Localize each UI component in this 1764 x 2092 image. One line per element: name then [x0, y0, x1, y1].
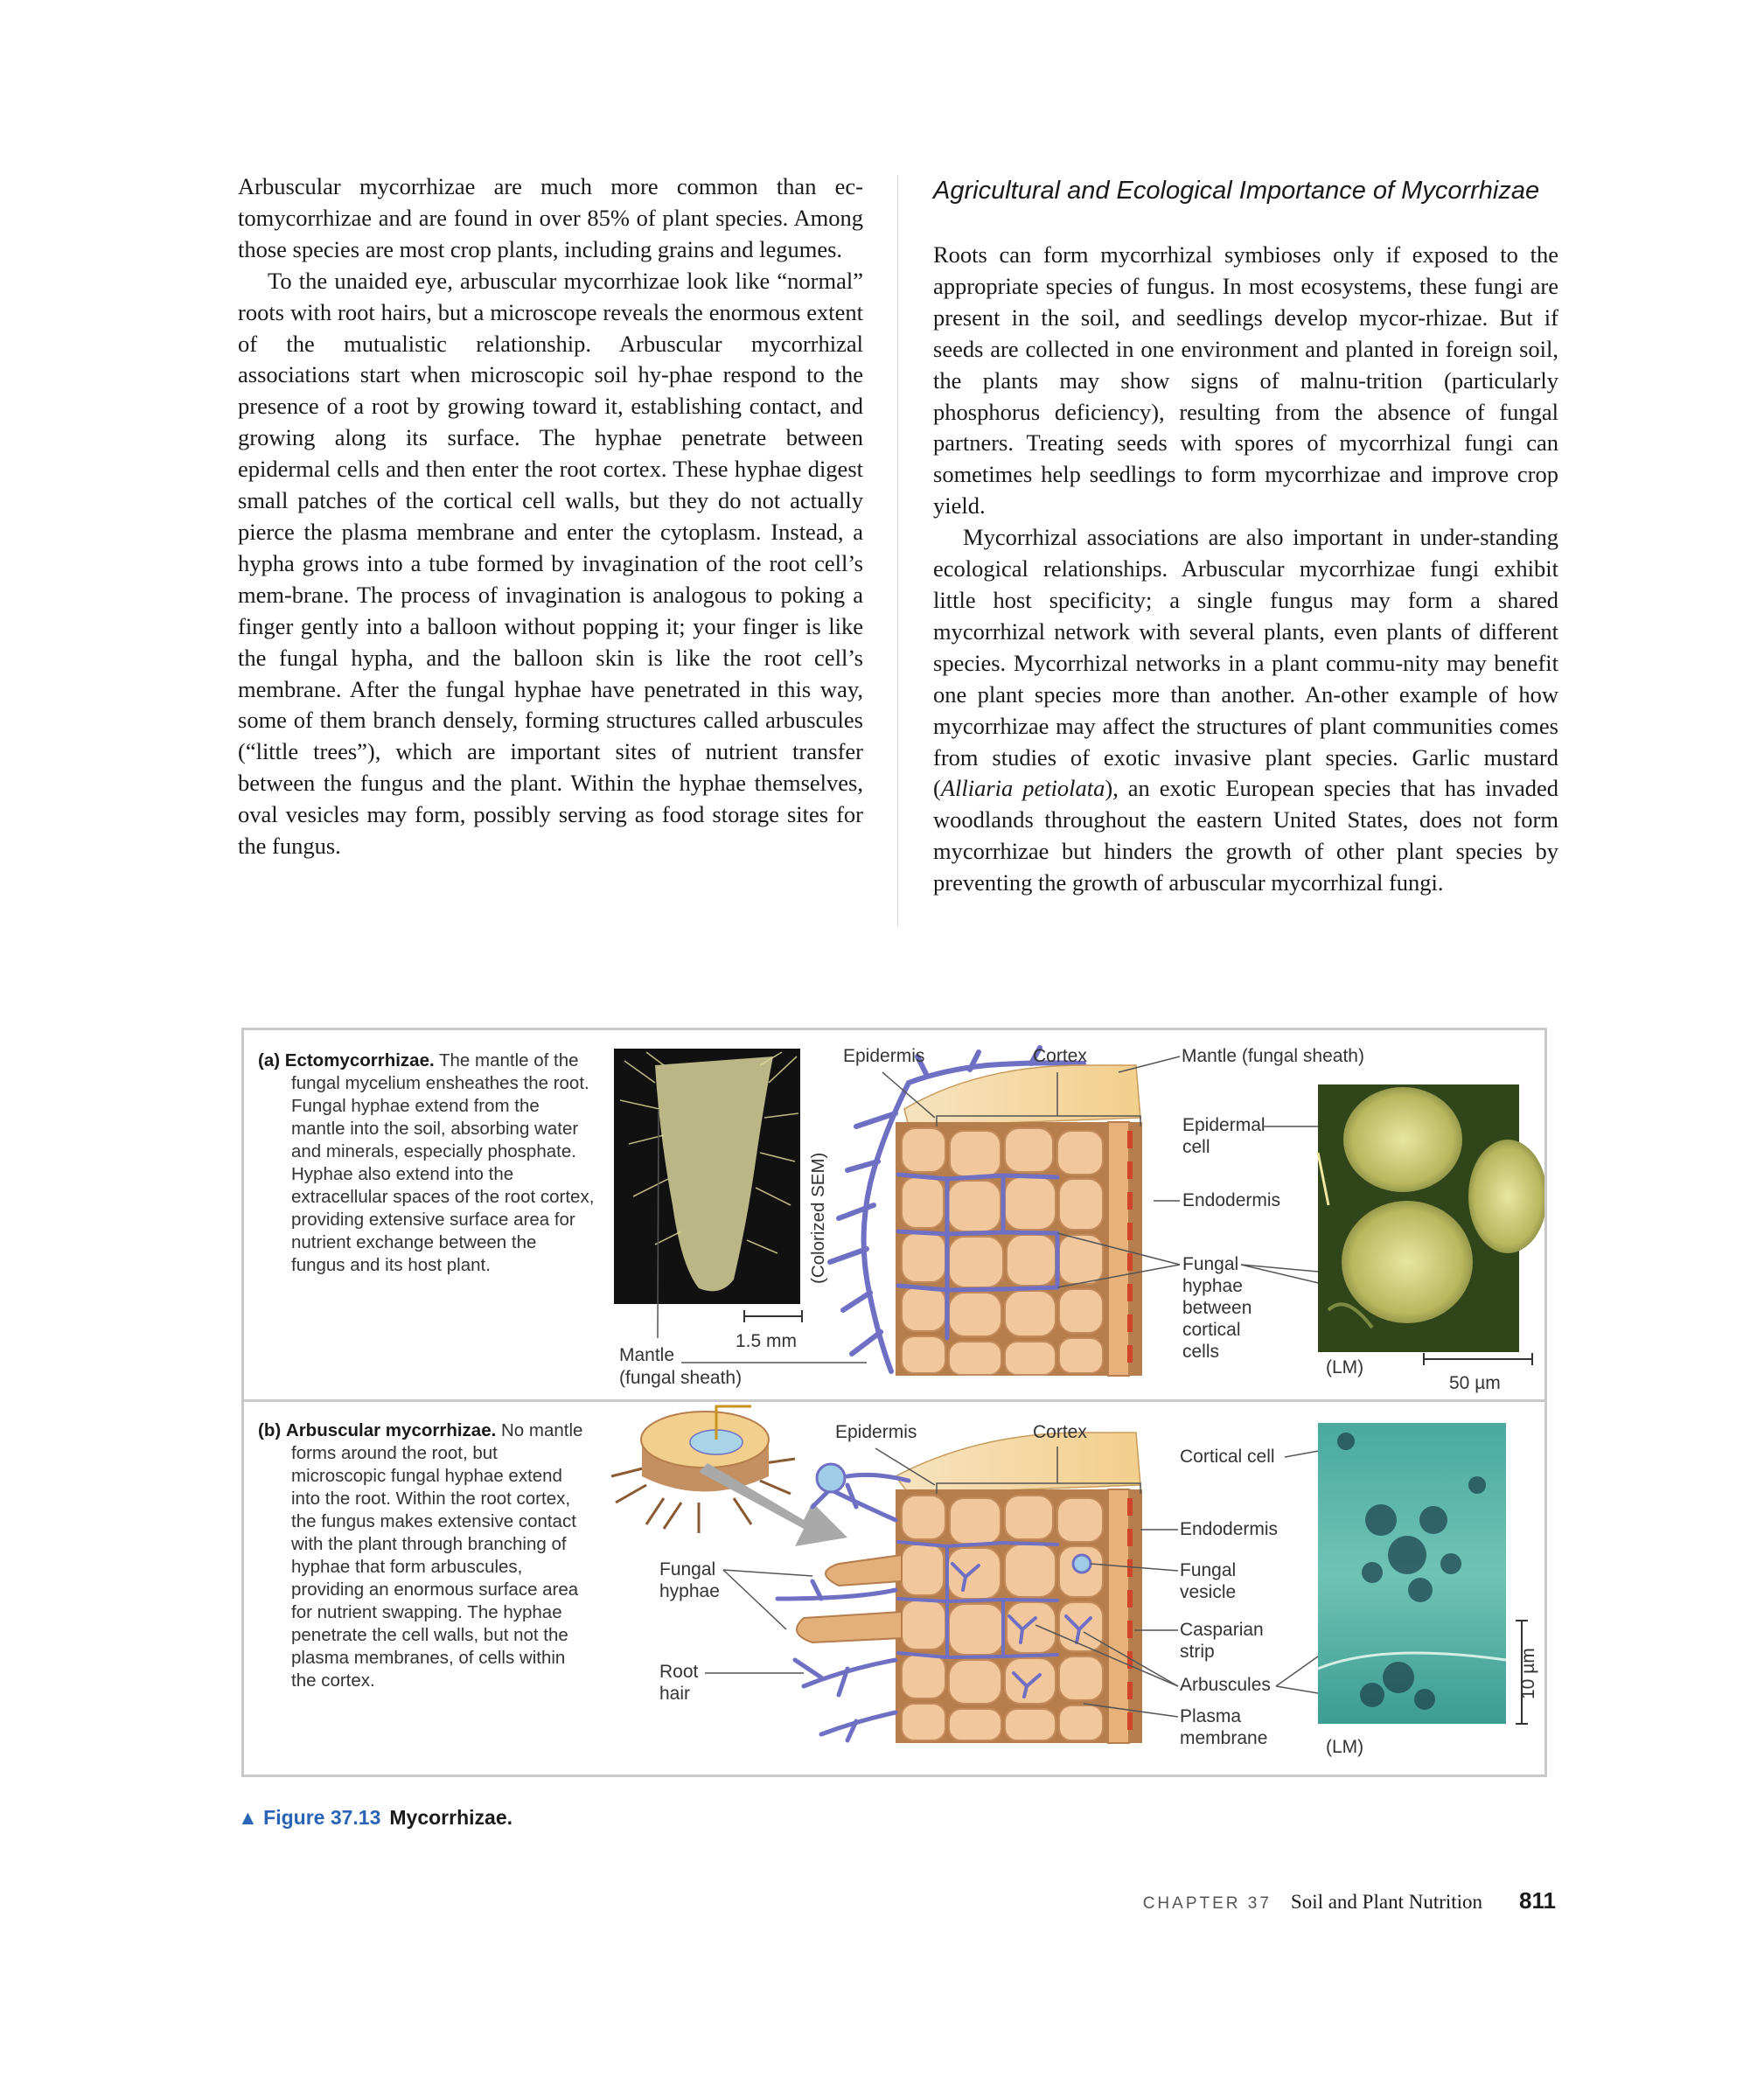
b-cortical-cell-label: Cortical cell	[1180, 1447, 1275, 1467]
a-epidermal-label-1: Epidermal	[1182, 1115, 1265, 1135]
b-vesicle-label-2: vesicle	[1180, 1582, 1236, 1602]
b-arbuscules-label: Arbuscules	[1180, 1675, 1271, 1695]
a-epidermal-label-2: cell	[1182, 1137, 1210, 1157]
panel-b-title: Arbuscular mycorrhizae.	[285, 1420, 497, 1440]
footer-title: Soil and Plant Nutrition	[1290, 1891, 1483, 1913]
a-hyphae-label-4: cortical	[1182, 1320, 1241, 1340]
arbuscular-root-diagram	[775, 1432, 1142, 1744]
panel-a-letter: (a)	[258, 1050, 281, 1070]
right-paragraph-1: Roots can form mycorrhizal symbioses onl…	[933, 241, 1558, 520]
b-lm-scale-label: 10 µm	[1518, 1648, 1538, 1699]
species-name: Alliaria petiolata	[940, 775, 1105, 802]
figure-number: ▲ Figure 37.13	[238, 1806, 381, 1829]
figure-title: Mycorrhizae.	[389, 1806, 512, 1829]
left-paragraph-1: Arbuscular mycorrhizae are much more com…	[238, 173, 863, 262]
ecto-light-micrograph	[1316, 1084, 1544, 1352]
b-lm-label: (LM)	[1326, 1737, 1363, 1757]
right-paragraph-2-part1: Mycorrhizal associations are also import…	[933, 524, 1558, 802]
b-vesicle-label-1: Fungal	[1180, 1560, 1236, 1580]
b-plasma-label-1: Plasma	[1180, 1706, 1241, 1726]
b-casparian-label-2: strip	[1180, 1642, 1215, 1662]
left-text-column: Arbuscular mycorrhizae are much more com…	[238, 171, 863, 862]
b-root-hair-label-2: hair	[659, 1684, 690, 1704]
b-fungal-hyphae-label-2: hyphae	[659, 1581, 720, 1601]
b-casparian-label-1: Casparian	[1180, 1620, 1264, 1640]
a-hyphae-label-5: cells	[1182, 1342, 1219, 1362]
panel-b-text: No mantle forms around the root, but mic…	[291, 1420, 583, 1691]
a-mantle-top-label: Mantle (fungal sheath)	[1182, 1046, 1364, 1066]
section-heading: Agricultural and Ecological Importance o…	[933, 177, 1540, 205]
page-footer: CHAPTER 37 Soil and Plant Nutrition 811	[1143, 1887, 1556, 1914]
right-text-column: Agricultural and Ecological Importance o…	[933, 171, 1558, 899]
b-cortex-label: Cortex	[1033, 1422, 1087, 1442]
b-root-hair-label-1: Root	[659, 1662, 699, 1682]
a-epidermis-label: Epidermis	[843, 1046, 924, 1066]
a-lm-scale-label: 50 µm	[1449, 1373, 1501, 1393]
b-epidermis-label: Epidermis	[835, 1422, 917, 1442]
figure-mycorrhizae: (a) Ectomycorrhizae. The mantle of the f…	[241, 1028, 1547, 1777]
figure-illustrations: (Colorized SEM) 1.5 mm Mantle (fungal sh…	[610, 1045, 1544, 1757]
mantle-label-1: Mantle	[619, 1345, 674, 1365]
sem-scale-label: 1.5 mm	[736, 1331, 797, 1351]
sem-micrograph	[614, 1049, 800, 1304]
figure-panel-divider	[244, 1399, 1544, 1402]
panel-b-caption: (b) Arbuscular mycorrhizae. No mantle fo…	[258, 1419, 595, 1692]
panel-a-text: The mantle of the fungal mycelium enshea…	[291, 1050, 595, 1275]
sem-label: (Colorized SEM)	[808, 1153, 828, 1284]
arbuscular-root-icon	[610, 1405, 847, 1546]
b-fungal-hyphae-label-1: Fungal	[659, 1559, 715, 1579]
footer-chapter: CHAPTER 37	[1142, 1894, 1272, 1913]
panel-a-caption: (a) Ectomycorrhizae. The mantle of the f…	[258, 1049, 595, 1277]
cortex-cells	[901, 1127, 1104, 1376]
b-plasma-label-2: membrane	[1180, 1728, 1267, 1748]
panel-b-letter: (b)	[258, 1420, 282, 1440]
mantle-label-2: (fungal sheath)	[619, 1368, 742, 1388]
column-divider	[897, 175, 898, 927]
page-number: 811	[1519, 1887, 1556, 1914]
right-paragraph-2-part2: ), an exotic European species that has i…	[933, 775, 1558, 896]
a-cortex-label: Cortex	[1033, 1046, 1087, 1066]
a-hyphae-label-3: between	[1182, 1298, 1252, 1318]
b-endodermis-label: Endodermis	[1180, 1519, 1278, 1539]
arbuscular-light-micrograph	[1317, 1423, 1507, 1724]
sem-scale-bar	[743, 1310, 803, 1322]
ecto-root-diagram	[827, 1045, 1142, 1377]
a-lm-scale-bar	[1423, 1353, 1533, 1365]
figure-caption: ▲ Figure 37.13 Mycorrhizae.	[238, 1806, 512, 1830]
a-endodermis-label: Endodermis	[1182, 1190, 1280, 1210]
a-hyphae-label-2: hyphae	[1182, 1276, 1243, 1296]
left-paragraph-2: To the unaided eye, arbuscular mycorrhiz…	[238, 267, 863, 860]
right-paragraph-2: Mycorrhizal associations are also import…	[933, 522, 1558, 899]
a-hyphae-label-1: Fungal	[1182, 1254, 1238, 1274]
b-lm-scale-bar	[1516, 1620, 1528, 1725]
panel-a-title: Ectomycorrhizae.	[284, 1050, 435, 1070]
a-lm-label: (LM)	[1326, 1357, 1363, 1377]
